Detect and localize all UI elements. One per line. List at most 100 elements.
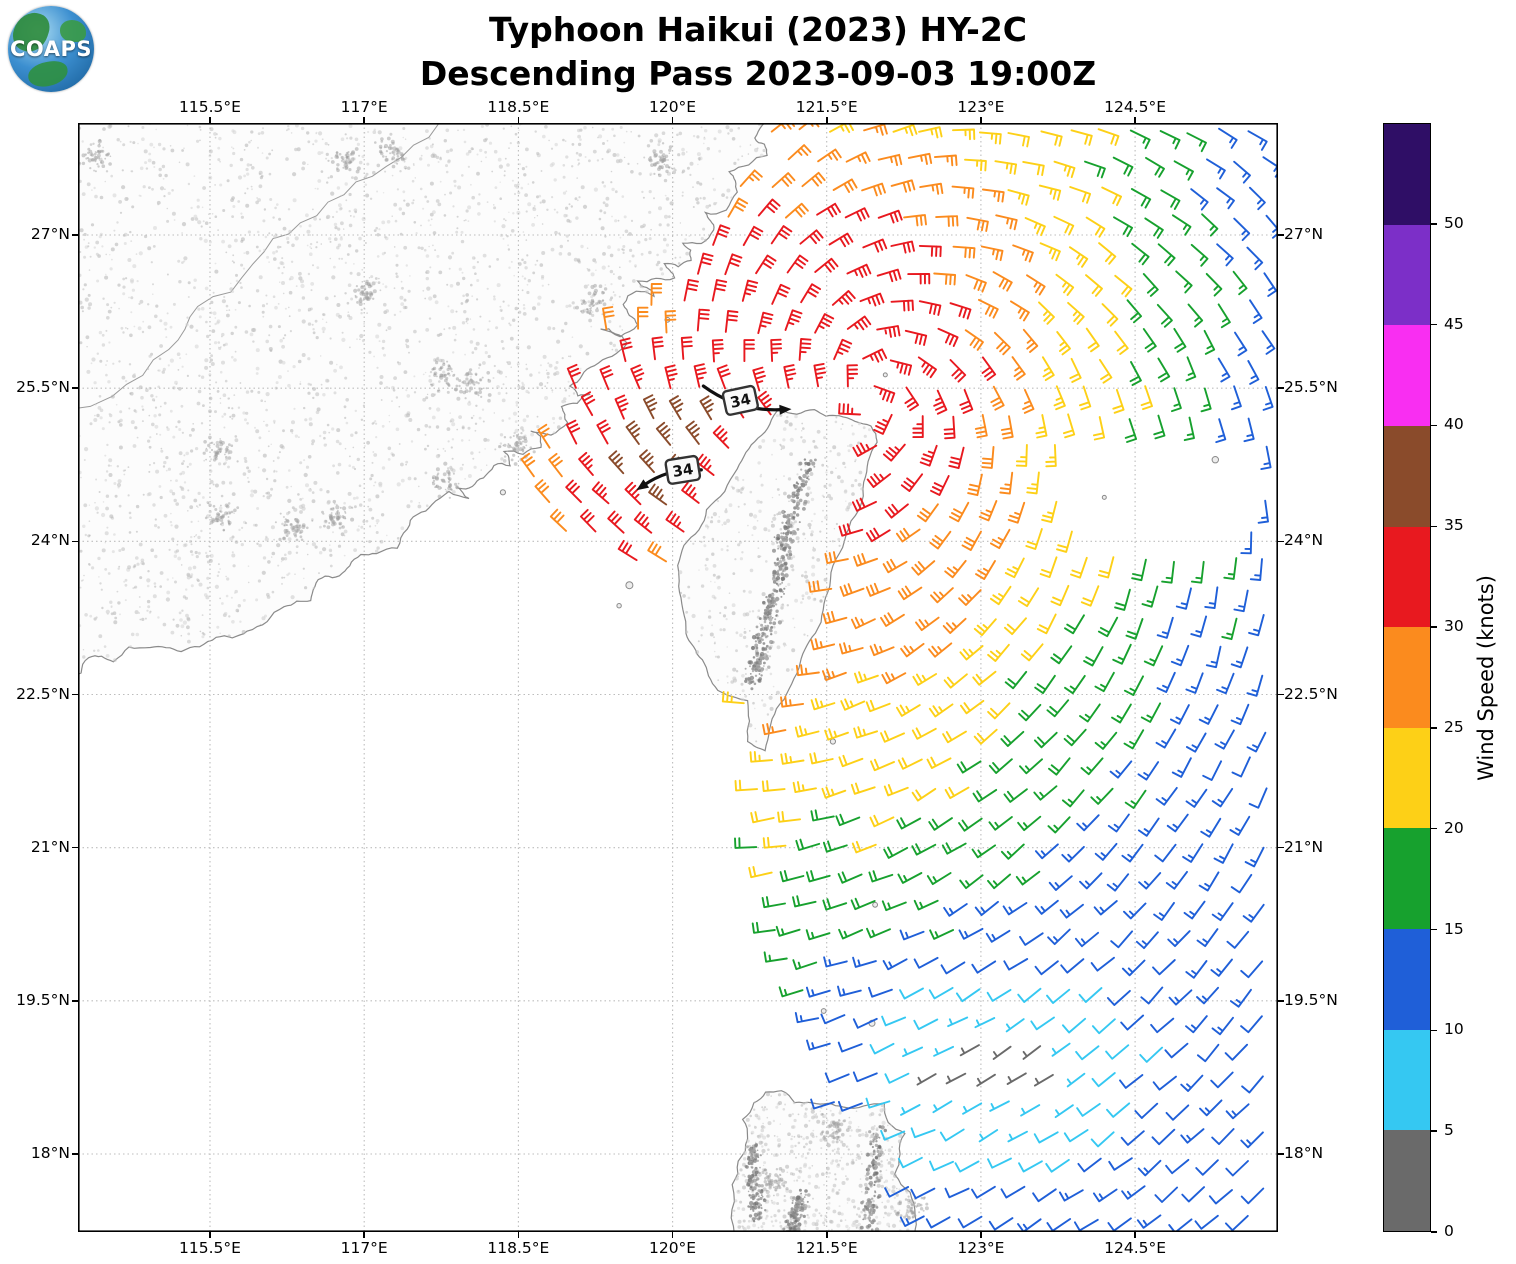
x-tick-label-bottom: 118.5°E <box>487 1239 550 1257</box>
colorbar-segment-10-15 <box>1384 929 1430 1030</box>
y-tick-label-right: 22.5°N <box>1284 684 1338 703</box>
y-tick-mark <box>1278 846 1284 849</box>
colorbar-tick-mark <box>1431 424 1437 427</box>
globe-icon: COAPS <box>8 6 94 92</box>
y-tick-mark <box>72 540 78 543</box>
wind-map: 34 34 <box>78 123 1278 1232</box>
coaps-logo: COAPS <box>8 6 94 92</box>
y-tick-mark <box>1278 234 1284 236</box>
y-tick-label-left: 21°N <box>30 837 70 856</box>
x-tick-mark <box>825 117 828 123</box>
y-tick-label-left: 24°N <box>30 531 70 550</box>
x-tick-mark <box>517 1232 520 1238</box>
x-tick-label-top: 117°E <box>340 98 388 116</box>
colorbar-tick-label: 15 <box>1444 919 1464 938</box>
colorbar-tick-mark <box>1431 1029 1437 1032</box>
y-tick-mark <box>1278 1153 1284 1155</box>
colorbar-segment-45-50 <box>1384 224 1430 326</box>
x-tick-mark <box>363 1232 365 1238</box>
x-tick-label-top: 123°E <box>957 98 1005 116</box>
y-tick-mark <box>72 846 78 849</box>
colorbar-tick-mark <box>1431 1130 1437 1132</box>
x-tick-label-bottom: 120°E <box>648 1239 697 1257</box>
y-tick-mark <box>72 234 78 236</box>
y-tick-label-left: 18°N <box>30 1143 70 1162</box>
y-tick-mark <box>1278 693 1284 696</box>
colorbar-label-text: Wind Speed (knots) <box>1474 574 1498 781</box>
colorbar-segment-20-25 <box>1384 727 1430 829</box>
globe-continent-shape <box>60 20 86 42</box>
colorbar-tick-mark <box>1431 1231 1437 1233</box>
y-tick-mark <box>72 387 78 389</box>
colorbar <box>1383 123 1431 1232</box>
y-tick-label-left: 27°N <box>30 225 70 243</box>
x-tick-label-top: 115.5°E <box>179 98 241 116</box>
colorbar-segment-30-35 <box>1384 526 1430 628</box>
colorbar-tick-label: 10 <box>1444 1020 1464 1039</box>
colorbar-tick-mark <box>1431 928 1437 931</box>
y-tick-label-right: 25.5°N <box>1284 378 1338 397</box>
x-tick-mark <box>209 1232 211 1238</box>
colorbar-tick-label: 0 <box>1444 1222 1454 1240</box>
x-tick-label-top: 120°E <box>648 98 697 116</box>
colorbar-tick-label: 30 <box>1444 617 1464 636</box>
svg-text:34: 34 <box>728 390 752 412</box>
x-tick-mark <box>363 117 365 123</box>
y-tick-label-right: 18°N <box>1284 1143 1324 1162</box>
colorbar-tick-label: 35 <box>1444 516 1464 535</box>
x-tick-mark <box>825 1232 828 1238</box>
colorbar-segment-0-5 <box>1384 1130 1430 1232</box>
colorbar-tick-label: 45 <box>1444 314 1464 333</box>
y-tick-mark <box>72 693 78 696</box>
title-line-2: Descending Pass 2023-09-03 19:00Z <box>419 53 1097 93</box>
colorbar-label: Wind Speed (knots) <box>1462 123 1510 1232</box>
x-tick-label-top: 121.5°E <box>795 98 858 116</box>
colorbar-tick-label: 5 <box>1444 1121 1454 1140</box>
colorbar-segment-15-20 <box>1384 828 1430 930</box>
y-tick-mark <box>72 1000 78 1002</box>
title-line-1: Typhoon Haikui (2023) HY-2C <box>488 10 1028 49</box>
colorbar-segment-40-45 <box>1384 325 1430 426</box>
annotations: 34 34 <box>636 384 792 491</box>
x-tick-mark <box>671 1232 674 1238</box>
x-tick-mark <box>517 117 520 123</box>
svg-text:34: 34 <box>671 460 694 481</box>
x-tick-label-bottom: 115.5°E <box>179 1239 241 1257</box>
page-title: Typhoon Haikui (2023) HY-2C Descending P… <box>0 8 1516 95</box>
colorbar-tick-mark <box>1431 323 1437 326</box>
y-tick-label-left: 19.5°N <box>16 990 70 1009</box>
x-tick-mark <box>1134 1232 1136 1238</box>
x-tick-mark <box>1134 117 1136 123</box>
y-tick-mark <box>1278 1000 1284 1002</box>
colorbar-segment-25-30 <box>1384 627 1430 728</box>
wind-barbs <box>520 123 1278 1232</box>
x-tick-mark <box>980 117 982 123</box>
y-tick-label-right: 19.5°N <box>1284 990 1338 1009</box>
x-tick-label-bottom: 117°E <box>340 1239 388 1257</box>
colorbar-tick-mark <box>1431 827 1437 830</box>
x-tick-label-bottom: 121.5°E <box>795 1239 858 1257</box>
colorbar-tick-mark <box>1431 525 1437 528</box>
colorbar-tick-label: 40 <box>1444 415 1464 434</box>
y-tick-label-right: 24°N <box>1284 531 1324 550</box>
colorbar-tick-label: 50 <box>1444 213 1464 232</box>
x-tick-label-top: 124.5°E <box>1104 98 1167 116</box>
y-tick-label-left: 22.5°N <box>16 684 70 703</box>
colorbar-segment-5-10 <box>1384 1029 1430 1131</box>
colorbar-tick-mark <box>1431 727 1437 729</box>
colorbar-tick-label: 20 <box>1444 818 1464 837</box>
y-tick-label-right: 27°N <box>1284 225 1324 243</box>
y-tick-label-left: 25.5°N <box>16 378 70 397</box>
x-tick-mark <box>209 117 211 123</box>
x-tick-label-top: 118.5°E <box>487 98 550 116</box>
y-tick-mark <box>72 1153 78 1155</box>
y-tick-mark <box>1278 540 1284 543</box>
colorbar-tick-label: 25 <box>1444 717 1464 736</box>
colorbar-tick-mark <box>1431 223 1437 225</box>
logo-text: COAPS <box>10 37 92 61</box>
colorbar-tick-mark <box>1431 626 1437 628</box>
x-tick-label-bottom: 124.5°E <box>1104 1239 1167 1257</box>
colorbar-segment-35-40 <box>1384 425 1430 527</box>
colorbar-segment-50-55 <box>1384 124 1430 225</box>
